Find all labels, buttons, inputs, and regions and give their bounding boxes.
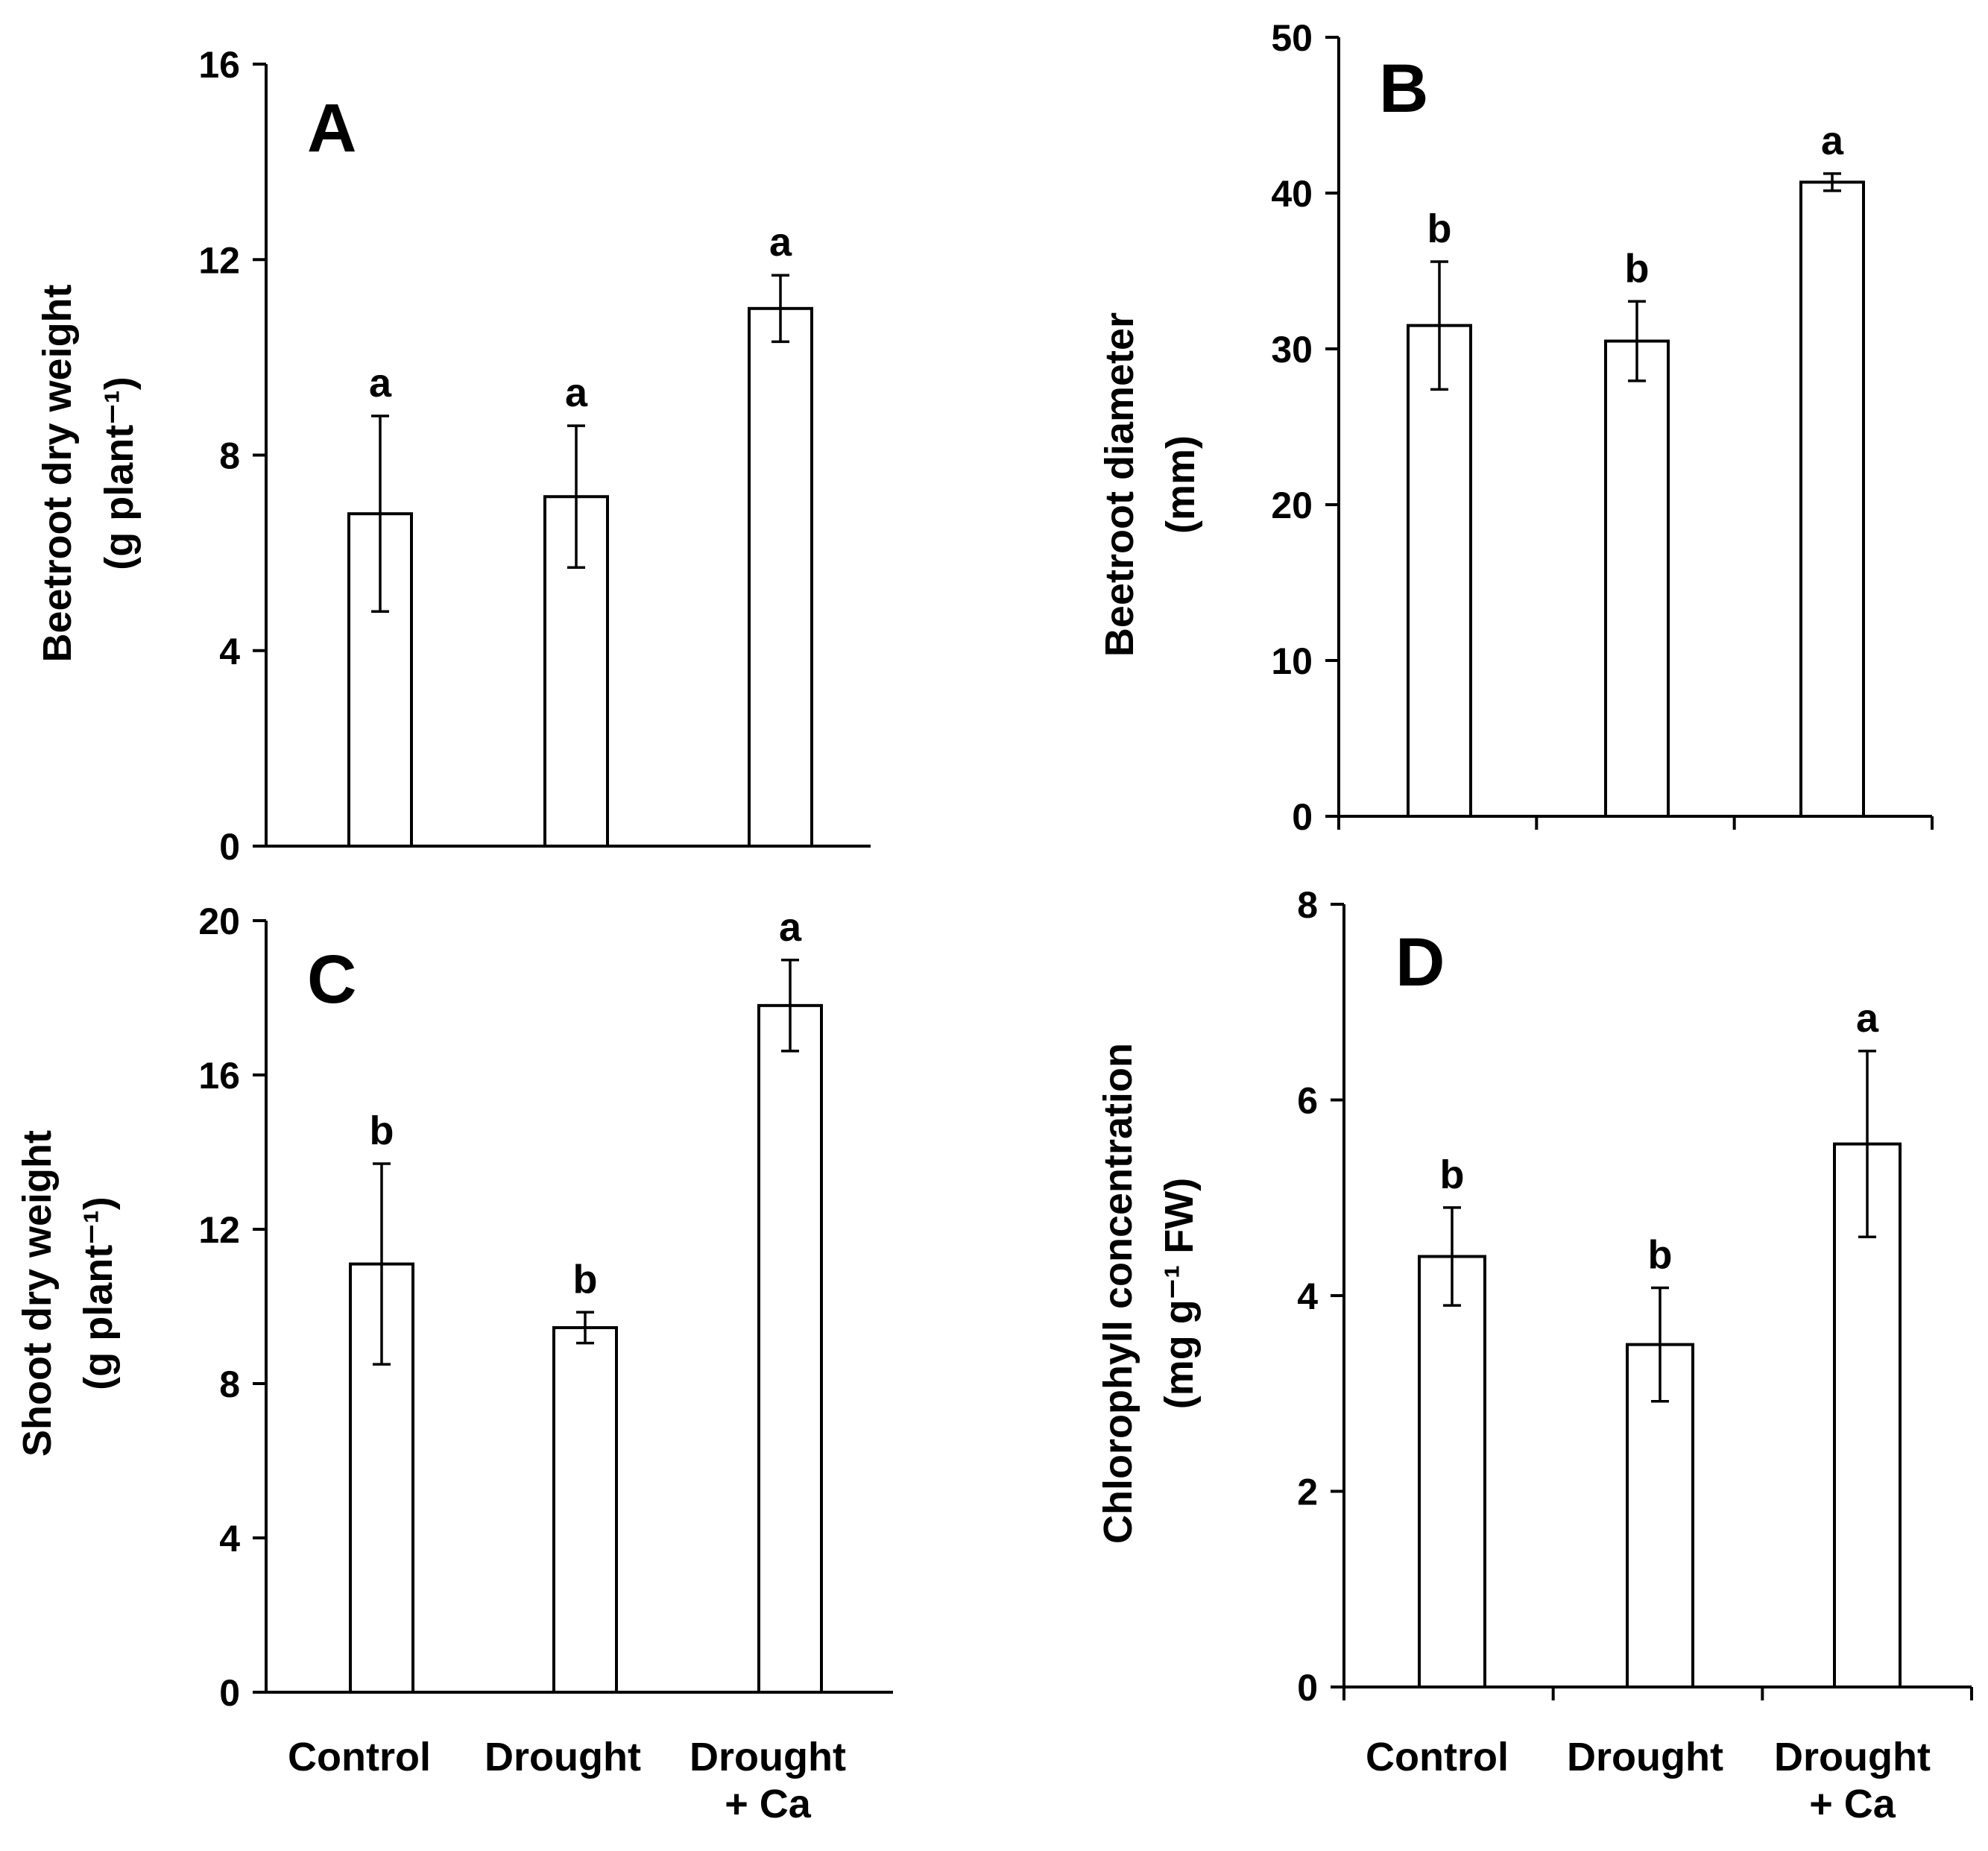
y-tick-label: 8 — [1297, 884, 1318, 926]
y-tick-label: 8 — [219, 1363, 240, 1405]
y-axis-label: Beetroot dry weight — [35, 284, 80, 662]
significance-letter: b — [1625, 246, 1650, 291]
significance-letter: a — [769, 220, 792, 265]
panel-a-chart: 0 4 8 12 16 a a a A Beetroot dry weight (g plant⁻¹… — [35, 44, 871, 868]
category-label: Drought — [1567, 1735, 1723, 1779]
y-axis-label: Beetroot diameter — [1097, 312, 1142, 657]
y-tick-label: 2 — [1297, 1472, 1318, 1513]
error-bar — [1430, 260, 1448, 391]
y-tick-label: 40 — [1271, 173, 1313, 215]
y-tick-label: 0 — [1292, 796, 1313, 838]
category-label: Drought + Ca — [1774, 1735, 1931, 1826]
y-tick-label: 0 — [219, 826, 240, 868]
significance-letter: b — [1648, 1233, 1673, 1278]
error-bar — [1823, 172, 1841, 192]
significance-letter: a — [779, 905, 802, 950]
y-tick-label: 20 — [198, 901, 240, 942]
category-label: Drought — [485, 1735, 641, 1779]
y-axis-unit-label: (g plant⁻¹) — [76, 1196, 121, 1390]
y-tick-label: 50 — [1271, 17, 1313, 59]
error-bar — [373, 1162, 391, 1366]
panel-letter: C — [307, 942, 356, 1018]
y-tick-label: 12 — [198, 1209, 240, 1251]
significance-letter: a — [565, 370, 588, 415]
y-tick-label: 6 — [1297, 1080, 1318, 1122]
y-tick-label: 4 — [1297, 1275, 1318, 1317]
y-tick-label: 8 — [219, 435, 240, 477]
panel-letter: D — [1395, 924, 1445, 1000]
bar-drought — [1604, 339, 1670, 818]
y-tick-label: 4 — [219, 1518, 240, 1560]
error-bar — [567, 424, 585, 570]
y-tick-label: 0 — [219, 1672, 240, 1714]
bar-control — [1418, 1255, 1486, 1688]
significance-letter: b — [573, 1257, 598, 1302]
y-tick-label: 12 — [198, 239, 240, 281]
category-label: Drought + Ca — [690, 1735, 846, 1826]
bar-drought — [552, 1325, 618, 1694]
y-tick-label: 30 — [1271, 329, 1313, 370]
error-bar — [781, 959, 799, 1053]
bar-drought-ca — [1799, 180, 1865, 818]
error-bar — [1628, 300, 1646, 382]
error-bar — [371, 414, 389, 614]
bar-drought-ca — [748, 306, 813, 848]
panel-d-chart: 0 2 4 6 8 b b a D Chlorophyll concentration (mg g⁻… — [1096, 884, 1973, 1826]
error-bar — [576, 1311, 594, 1345]
y-axis-label: Chlorophyll concentration — [1096, 1043, 1140, 1544]
y-tick-label: 16 — [198, 1055, 240, 1097]
category-label: Control — [288, 1735, 431, 1779]
y-tick-label: 4 — [219, 631, 240, 672]
significance-letter: a — [1856, 996, 1879, 1041]
bar-control — [1407, 324, 1472, 818]
error-bar — [1443, 1206, 1461, 1307]
significance-letter: a — [1821, 119, 1844, 163]
y-tick-label: 20 — [1271, 485, 1313, 526]
panel-letter: A — [307, 90, 356, 166]
error-bar — [1858, 1050, 1876, 1238]
y-axis-label: Shoot dry weight — [15, 1130, 60, 1457]
panel-b-chart: 0 10 20 30 40 50 b b a B Beetroot diameter (mm) — [1097, 17, 1934, 838]
y-axis-unit-label: (g plant⁻¹) — [97, 376, 142, 570]
significance-letter: b — [370, 1109, 394, 1153]
error-bar — [771, 274, 789, 344]
y-tick-label: 16 — [198, 44, 240, 86]
error-bar — [1651, 1286, 1669, 1403]
significance-letter: b — [1440, 1152, 1465, 1197]
significance-letter: a — [369, 361, 392, 406]
y-tick-label: 0 — [1297, 1667, 1318, 1709]
y-axis-unit-label: (mg g⁻¹ FW) — [1157, 1178, 1202, 1409]
bar-drought-ca — [757, 1003, 823, 1694]
panel-c-chart: 0 4 8 12 16 20 b b a C Shoot dry weight (g plant⁻¹)… — [15, 901, 893, 1826]
category-label: Control — [1366, 1735, 1509, 1779]
panel-letter: B — [1379, 51, 1428, 127]
significance-letter: b — [1427, 206, 1452, 251]
y-tick-label: 10 — [1271, 640, 1313, 682]
y-axis-unit-label: (mm) — [1158, 435, 1203, 534]
